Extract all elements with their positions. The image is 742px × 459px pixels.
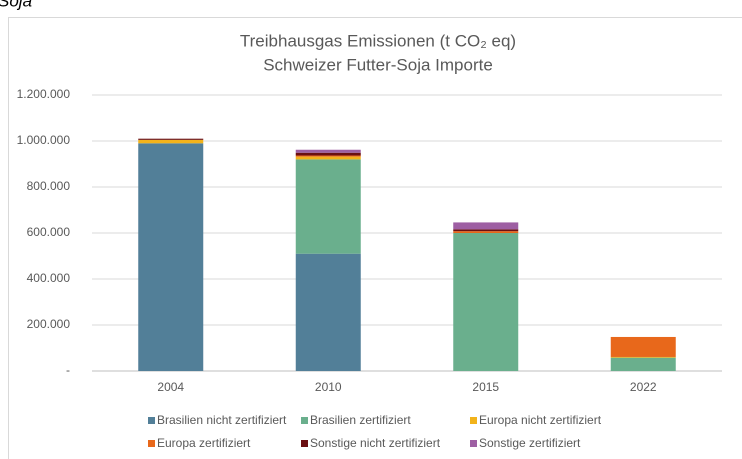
chart-subtitle: Schweizer Futter-Soja Importe xyxy=(263,55,493,74)
bar-segment xyxy=(453,229,519,232)
bar-segment xyxy=(610,357,676,371)
legend-swatch xyxy=(148,440,155,447)
bar-segment xyxy=(295,156,361,160)
chart-title: Treibhausgas Emissionen (t CO₂ eq) xyxy=(240,31,516,50)
bar-segment xyxy=(295,152,361,156)
y-tick-label: 600.000 xyxy=(27,225,71,239)
legend-label: Sonstige zertifiziert xyxy=(479,436,581,450)
bar-segment xyxy=(295,159,361,254)
x-tick-label: 2010 xyxy=(315,380,342,394)
legend-swatch xyxy=(470,440,477,447)
bar-segment xyxy=(138,139,204,144)
bar-segment xyxy=(138,143,204,371)
heading: Soja xyxy=(0,0,32,10)
x-tick-label: 2022 xyxy=(630,380,657,394)
legend-label: Europa nicht zertifiziert xyxy=(479,413,602,427)
legend-label: Europa zertifiziert xyxy=(157,436,251,450)
bar-segment xyxy=(610,356,676,358)
bar-segment xyxy=(453,231,519,233)
bar-segment xyxy=(453,233,519,371)
bar-segment xyxy=(295,149,361,153)
y-tick-label: 800.000 xyxy=(27,179,71,193)
legend-label: Brasilien zertifiziert xyxy=(310,413,411,427)
legend-swatch xyxy=(470,417,477,424)
x-tick-label: 2004 xyxy=(157,380,184,394)
bar-segment xyxy=(295,253,361,371)
legend-label: Sonstige nicht zertifiziert xyxy=(310,436,441,450)
y-tick-label: - xyxy=(66,363,70,377)
bar-segment xyxy=(453,222,519,230)
legend-label: Brasilien nicht zertifiziert xyxy=(157,413,287,427)
legend-swatch xyxy=(301,417,308,424)
y-tick-label: 400.000 xyxy=(27,271,71,285)
y-tick-label: 1.000.000 xyxy=(17,133,71,147)
bar-segment xyxy=(138,138,204,140)
y-tick-label: 200.000 xyxy=(27,317,71,331)
legend-swatch xyxy=(148,417,155,424)
bar-segment xyxy=(295,155,361,157)
legend-swatch xyxy=(301,440,308,447)
y-tick-label: 1.200.000 xyxy=(17,87,71,101)
bar-segment xyxy=(610,336,676,357)
x-tick-label: 2015 xyxy=(472,380,499,394)
chart-frame xyxy=(8,17,742,459)
